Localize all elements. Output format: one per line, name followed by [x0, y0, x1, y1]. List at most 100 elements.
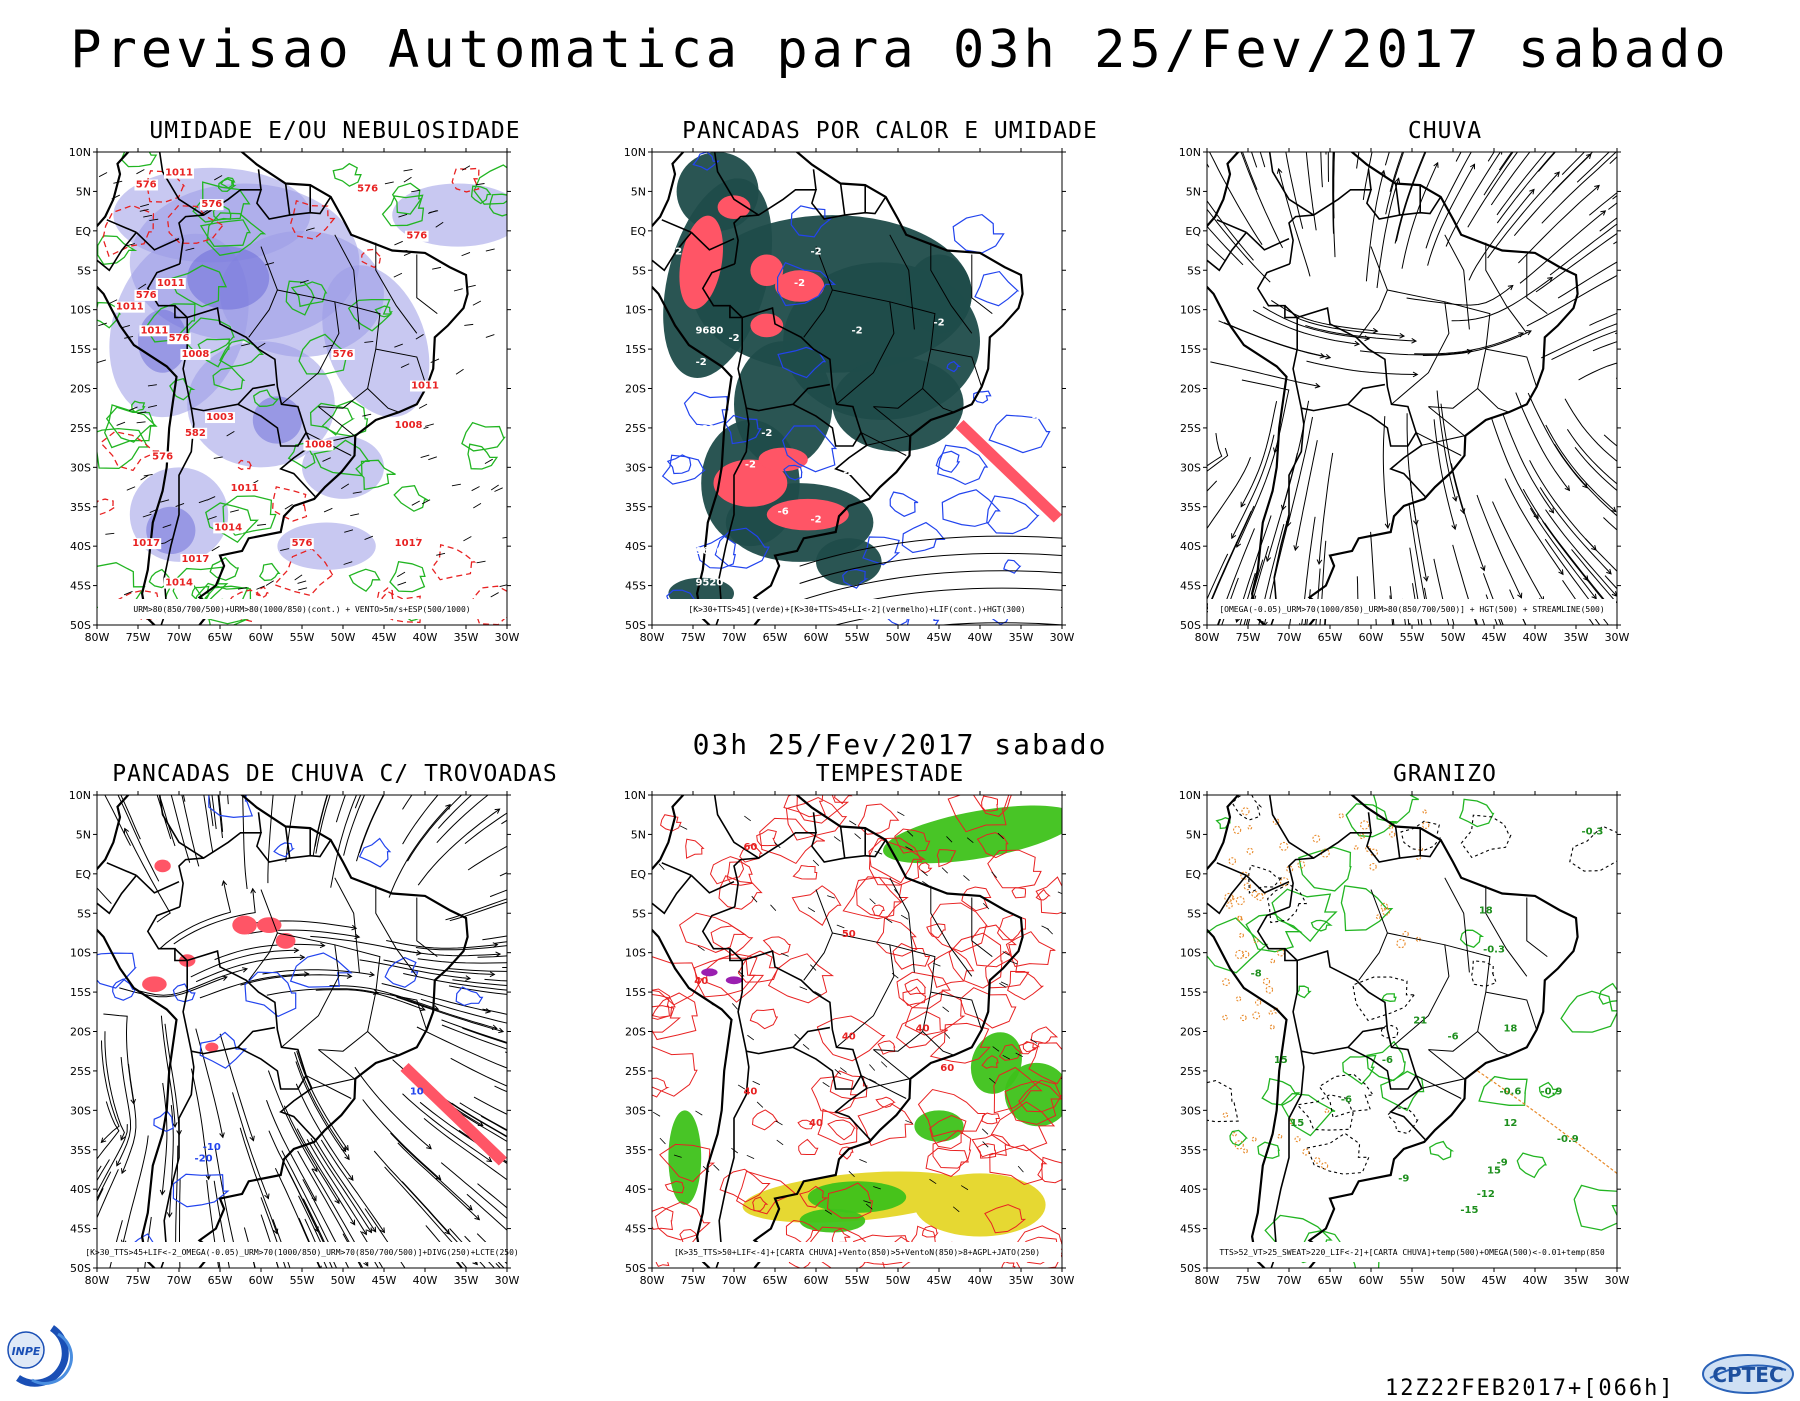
wind-vector [162, 524, 172, 528]
lon-tick-label: 80W [85, 1274, 110, 1287]
pressure-contour [749, 1008, 779, 1030]
streamline [1476, 494, 1522, 599]
country-border [178, 189, 332, 265]
streamline-arrow [1280, 504, 1287, 511]
lifted-index-contour [692, 152, 720, 171]
pressure-contour [892, 942, 931, 970]
wind-vector [341, 483, 350, 490]
hail-index-contour [1255, 999, 1262, 1006]
hail-index-contour [1380, 902, 1389, 911]
pressure-contour [799, 1185, 829, 1208]
panel-humidity: UMIDADE E/OU NEBULOSIDADE 1011 576 1011 576… [55, 118, 615, 683]
divergence-contour [273, 842, 295, 858]
country-border [715, 1051, 750, 1268]
streamline-arrow [1265, 556, 1272, 563]
streamline [415, 945, 507, 951]
lat-tick-label: 20S [625, 383, 646, 396]
streamline-arrow [230, 1286, 235, 1291]
contour-label: -20 [195, 1154, 213, 1165]
streamline [298, 1217, 321, 1268]
lon-tick-label: 50W [331, 631, 356, 644]
humidity-contour [470, 185, 492, 205]
streamline-arrow [361, 1229, 367, 1236]
wind-vector [827, 895, 835, 899]
state-border [836, 301, 895, 405]
streamline-arrow [391, 1328, 395, 1333]
lat-tick-label: 50S [70, 619, 91, 632]
wind-vector [411, 189, 421, 193]
pressure-contour [926, 923, 946, 939]
pressure-contour [792, 864, 818, 880]
wind-vector [1000, 981, 1009, 986]
streamline-arrow [116, 1160, 122, 1167]
streamline-arrow [556, 970, 561, 975]
lat-tick-label: EQ [1185, 225, 1201, 238]
lat-tick-label: 35S [70, 1144, 91, 1157]
wind-vector [305, 227, 315, 231]
wind-vector [403, 176, 412, 183]
state-border [1477, 388, 1509, 413]
hail-index-contour [1382, 907, 1391, 916]
contour-label-bg [131, 538, 162, 550]
streamline-arrow [1507, 284, 1514, 291]
wind-vector [411, 500, 420, 506]
lat-tick-label: 45S [1180, 580, 1201, 593]
country-border [812, 169, 817, 190]
omega-contour [1306, 1132, 1370, 1175]
country-border [97, 874, 138, 915]
streamline [407, 795, 463, 862]
state-border [866, 1049, 911, 1089]
pressure-contour [959, 987, 1017, 1029]
wind-vector [344, 529, 354, 533]
map-layer: 1011576101157657657657610111011576100810… [97, 152, 507, 625]
wind-vector [393, 272, 403, 278]
contour-label: 9600 [695, 546, 723, 557]
lifted-index-contour [941, 489, 1001, 527]
streamline-arrow [1517, 592, 1523, 599]
wind-vector [108, 299, 118, 305]
streamline-arrow [1316, 559, 1323, 566]
wind-vector [941, 867, 948, 874]
streamline-arrow [562, 1329, 567, 1334]
streamline [179, 1179, 181, 1268]
wind-vector [770, 904, 777, 911]
streamline [1522, 488, 1589, 581]
streamline-arrow [1308, 675, 1313, 680]
streamline [1467, 152, 1519, 228]
streamline [297, 1150, 354, 1249]
streamline-arrow [159, 1189, 166, 1196]
country-border [733, 832, 887, 908]
humidity-contour [374, 305, 393, 318]
streamline [1406, 605, 1410, 625]
wind-fill [668, 1110, 702, 1205]
streamline-arrow [1315, 707, 1320, 712]
caption-box [1208, 599, 1616, 619]
pressure-contour [827, 1119, 856, 1141]
wind-vector [265, 580, 274, 586]
streamline-arrow [1622, 226, 1627, 230]
wind-vector [126, 243, 136, 247]
contour-label-bg [134, 289, 158, 301]
streamline [417, 958, 507, 964]
streamline [1320, 152, 1323, 188]
map-svg: 15 15 -6 -6 -9 -9 -6 15 12 -0.3 -0.6 -0.9 -0.9 -8 -15 -… [1179, 789, 1630, 1287]
pressure-contour [791, 885, 842, 926]
contour-label: 9520 [695, 578, 723, 589]
contour-label: 40 [809, 1118, 823, 1129]
contour-label: -2 [851, 325, 862, 336]
streamline-arrow [1653, 104, 1658, 109]
streamline-arrow [435, 1174, 442, 1181]
streamline [100, 1040, 120, 1143]
lat-tick-label: 10S [1180, 304, 1201, 317]
lat-tick-label: 10S [625, 947, 646, 960]
wind-vector [1015, 1052, 1023, 1058]
streamline [283, 1105, 340, 1204]
country-border [146, 906, 316, 1141]
hail-index-contour [1241, 807, 1250, 816]
hail-index-contour [1477, 1070, 1617, 1174]
streamline [1545, 509, 1617, 597]
streamline [1554, 443, 1617, 517]
state-border [318, 348, 377, 409]
